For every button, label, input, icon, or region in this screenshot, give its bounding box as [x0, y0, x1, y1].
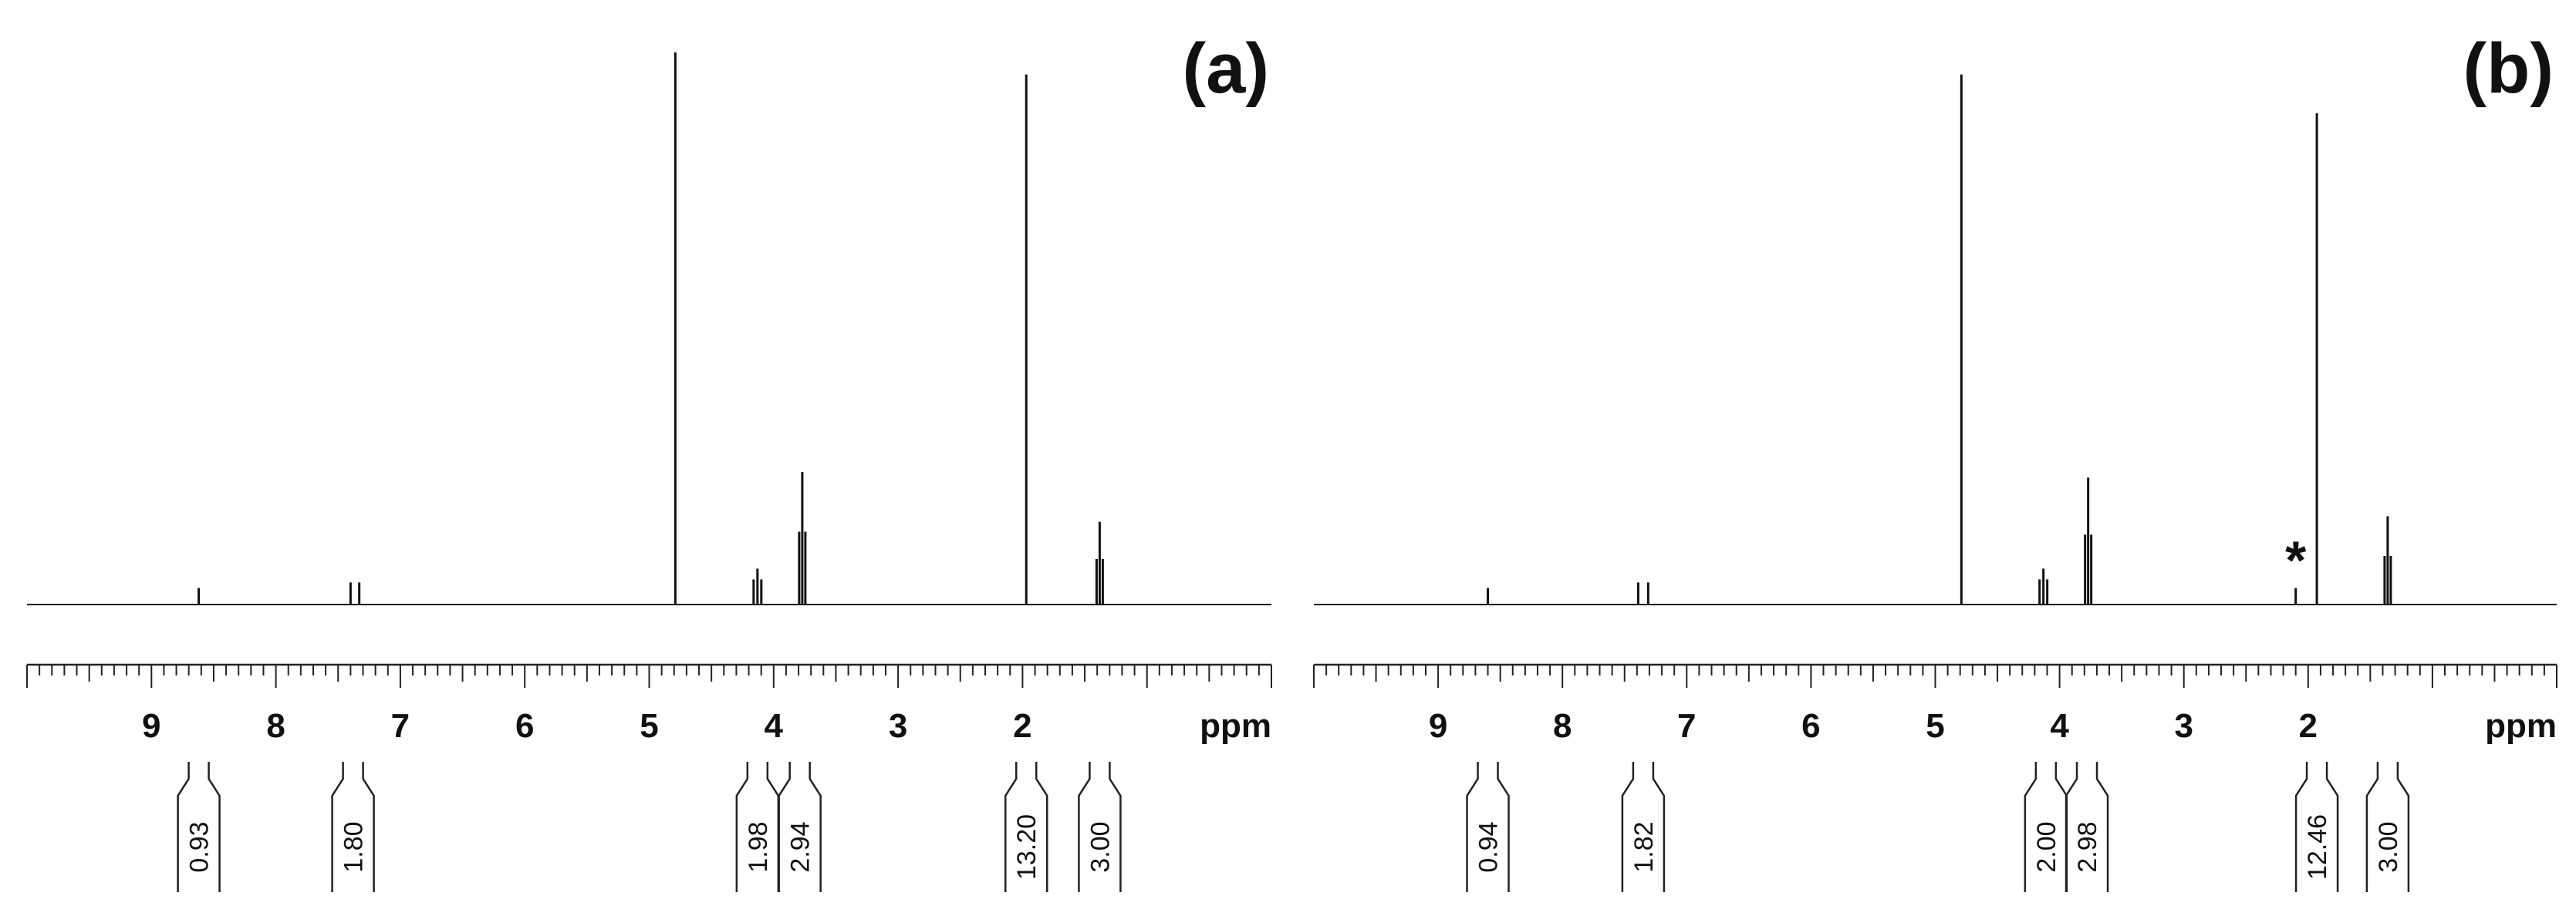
integral-outline — [1004, 762, 1048, 892]
x-tick-label: 8 — [266, 707, 285, 745]
integral-value: 1.98 — [744, 821, 773, 872]
integral-bracket: 1.82 — [1621, 762, 1666, 892]
integral-value: 2.98 — [2073, 821, 2102, 872]
integral-bracket: 0.93 — [177, 762, 221, 892]
integral-bracket: 13.20 — [1004, 762, 1048, 892]
integral-outline — [177, 762, 221, 892]
chart-panel-1: 9 8 7 6 5 4 3 2 ppm (a) 0.93 1.80 1.98 2.94 13.20 3.00 — [26, 29, 1272, 892]
chart-panel-2: * 9 8 7 6 5 4 3 2 ppm (b) 0.94 1.82 2.00 2.98 12.46 3.00 — [1313, 29, 2557, 892]
integral-value: 1.82 — [1629, 821, 1659, 872]
x-tick-label: 7 — [1677, 707, 1696, 745]
x-axis-label: ppm — [1200, 707, 1271, 745]
x-tick-label: 2 — [2299, 707, 2318, 745]
annotation-asterisk: * — [2285, 531, 2307, 591]
integral-outline — [1621, 762, 1666, 892]
integral-outline — [2065, 762, 2109, 892]
integral-bracket: 0.94 — [1466, 762, 1510, 892]
integral-value: 3.00 — [2374, 821, 2403, 872]
integral-bracket: 1.80 — [331, 762, 375, 892]
x-tick-label: 5 — [1926, 707, 1944, 745]
integral-bracket: 1.98 — [735, 762, 780, 892]
integral-outline — [331, 762, 375, 892]
integral-bracket: 2.00 — [2024, 762, 2068, 892]
x-tick-label: 5 — [640, 707, 658, 745]
integral-outline — [778, 762, 822, 892]
x-tick-label: 2 — [1013, 707, 1031, 745]
integral-outline — [2294, 762, 2339, 892]
integral-value: 1.80 — [339, 821, 369, 872]
x-tick-label: 3 — [889, 707, 907, 745]
integral-value: 3.00 — [1085, 821, 1115, 872]
integral-outline — [1466, 762, 1510, 892]
x-tick-label: 4 — [765, 707, 784, 745]
x-tick-label: 6 — [515, 707, 534, 745]
integral-value: 13.20 — [1012, 814, 1042, 880]
integral-bracket: 2.94 — [778, 762, 822, 892]
integral-outline — [1078, 762, 1122, 892]
x-tick-label: 8 — [1553, 707, 1572, 745]
x-tick-label: 9 — [1429, 707, 1447, 745]
x-tick-label: 6 — [1801, 707, 1820, 745]
x-tick-label: 3 — [2174, 707, 2193, 745]
panel-label: (b) — [2463, 29, 2554, 108]
integral-value: 12.46 — [2303, 814, 2332, 880]
integral-bracket: 3.00 — [2365, 762, 2410, 892]
integral-outline — [2365, 762, 2410, 892]
integral-bracket: 3.00 — [1078, 762, 1122, 892]
integral-value: 0.93 — [185, 821, 214, 872]
x-axis-label: ppm — [2485, 707, 2557, 745]
x-tick-label: 9 — [142, 707, 160, 745]
integral-value: 2.94 — [786, 821, 815, 872]
integral-bracket: 2.98 — [2065, 762, 2109, 892]
x-tick-label: 7 — [391, 707, 410, 745]
panel-label: (a) — [1183, 29, 1269, 108]
x-tick-label: 4 — [2050, 707, 2069, 745]
integral-bracket: 12.46 — [2294, 762, 2339, 892]
integral-value: 2.00 — [2032, 821, 2061, 872]
integral-value: 0.94 — [1474, 821, 1504, 872]
